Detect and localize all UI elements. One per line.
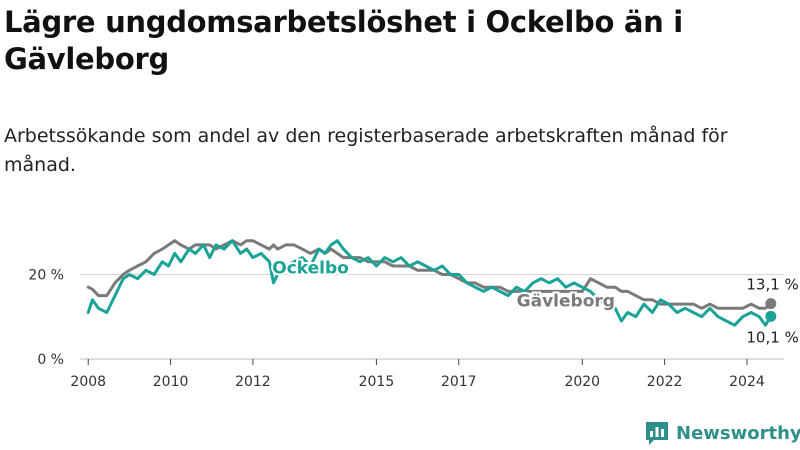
y-tick-label: 20 % [28,267,64,283]
series-label: Gävleborg [517,292,615,312]
x-tick-label: 2015 [359,374,395,390]
x-tick-label: 2017 [441,374,477,390]
x-tick-label: 2024 [729,374,765,390]
grid-lines [80,273,784,360]
chart-subtitle: Arbetssökande som andel av den registerb… [4,125,728,176]
newsworthy-logo-text: Newsworthy [676,422,800,444]
newsworthy-logo[interactable]: Newsworthy [644,419,800,447]
series-end-point [765,298,777,310]
x-tick-label: 2008 [70,374,106,390]
y-axis: 0 % 20 % [28,267,64,368]
end-value-label: 10,1 % [746,328,798,346]
series-lines [86,239,777,327]
x-tick-label: 2022 [647,374,683,390]
series-line-ockelbo [86,239,773,327]
x-tick-label: 2020 [564,374,600,390]
newsworthy-logo-icon [646,422,668,445]
chart-title: Lägre ungdomsarbetslöshet i Ockelbo än i… [4,5,683,76]
series-end-point [765,310,777,322]
series-annotations: 10,1 % 13,1 % Ockelbo Gävleborg [270,257,799,347]
x-tick-label: 2012 [235,374,271,390]
x-axis: 2008 2010 2012 2015 2017 2020 2022 2024 [70,359,765,390]
series-line-gävleborg [86,239,773,310]
end-value-label: 13,1 % [746,276,798,294]
series-label: Ockelbo [272,259,349,279]
y-tick-label: 0 % [37,352,64,368]
x-tick-label: 2010 [153,374,189,390]
